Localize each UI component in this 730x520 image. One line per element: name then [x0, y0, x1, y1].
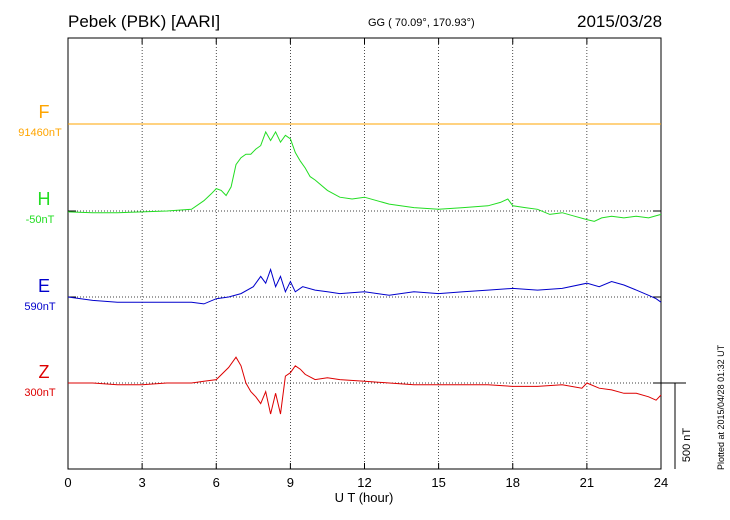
station-title: Pebek (PBK) [AARI] [68, 12, 221, 31]
x-tick-label: 6 [213, 475, 220, 490]
traces [67, 123, 662, 415]
component-label-z: Z [39, 362, 50, 382]
x-tick-label: 3 [139, 475, 146, 490]
baseline-value-h: -50nT [26, 214, 55, 226]
scale-bar: 500 nT [661, 382, 693, 469]
x-tick-label: 21 [580, 475, 594, 490]
station-coords: GG ( 70.09°, 170.93°) [368, 17, 475, 29]
component-label-f: F [39, 102, 50, 122]
x-tick-label: 0 [64, 475, 71, 490]
component-labels: F 91460nT H -50nT E 590nT Z 300nT [18, 102, 62, 399]
x-axis-label: U T (hour) [335, 490, 394, 505]
scale-label: 500 nT [681, 428, 693, 463]
x-tick-label: 9 [287, 475, 294, 490]
trace-h [67, 130, 662, 222]
x-tick-label: 18 [506, 475, 520, 490]
x-tick-label: 24 [654, 475, 668, 490]
trace-z [68, 356, 662, 415]
baseline-value-e: 590nT [24, 301, 55, 313]
x-tick-label: 12 [357, 475, 371, 490]
baseline-value-z: 300nT [24, 387, 55, 399]
x-tick-label: 15 [431, 475, 445, 490]
grid-lines [68, 38, 661, 469]
plot-date: 2015/03/28 [577, 12, 663, 31]
plotted-note: Plotted at 2015/04/28 01:32 UT [716, 344, 726, 470]
component-label-h: H [38, 189, 51, 209]
baseline-value-f: 91460nT [18, 127, 62, 139]
x-axis: 0 3 6 9 12 15 18 21 24 [64, 38, 668, 490]
trace-e [67, 267, 662, 305]
component-label-e: E [38, 276, 50, 296]
